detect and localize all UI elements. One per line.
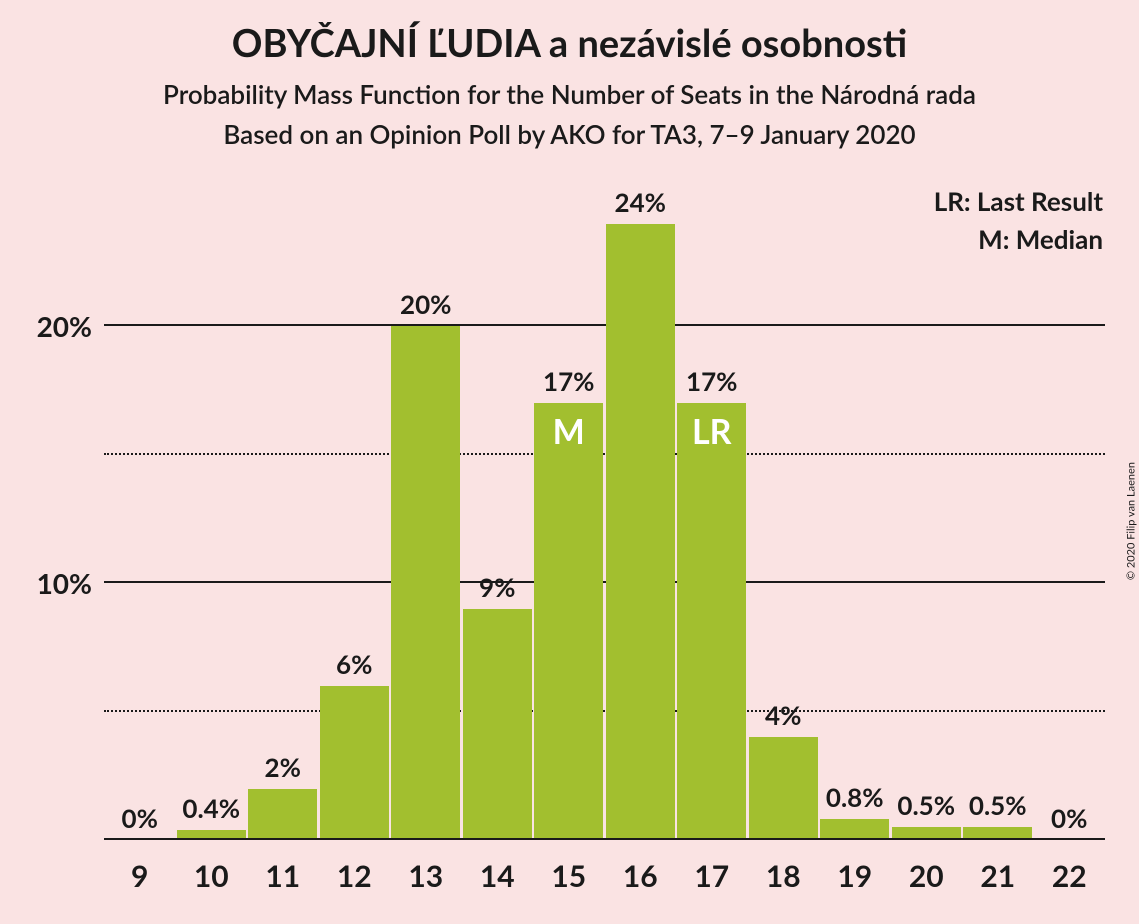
bar-value-label: 0% bbox=[1051, 802, 1087, 834]
x-tick-label: 17 bbox=[676, 840, 748, 924]
bar-value-label: 20% bbox=[400, 288, 451, 320]
bar-slot: 2% bbox=[247, 185, 319, 840]
bar-slot: 0.4% bbox=[176, 185, 248, 840]
bar-slot: 0.5% bbox=[891, 185, 963, 840]
bar-slot: 24% bbox=[605, 185, 677, 840]
x-tick-label: 18 bbox=[748, 840, 820, 924]
bar-slot: 20% bbox=[390, 185, 462, 840]
main-title: OBYČAJNÍ ĽUDIA a nezávislé osobnosti bbox=[0, 20, 1139, 66]
x-tick-label: 14 bbox=[462, 840, 534, 924]
bar-slot: 17% M bbox=[533, 185, 605, 840]
bar: 17%LR bbox=[677, 403, 746, 840]
x-tick-label: 9 bbox=[104, 840, 176, 924]
y-tick-label: 20% bbox=[37, 309, 92, 343]
copyright-text: © 2020 Filip van Laenen bbox=[1125, 462, 1138, 580]
bar-value-label: 0.5% bbox=[897, 789, 955, 821]
bar: 24% bbox=[606, 224, 675, 840]
x-tick-label: 21 bbox=[962, 840, 1034, 924]
x-tick-label: 10 bbox=[176, 840, 248, 924]
bar-slot: 9% bbox=[462, 185, 534, 840]
y-tick-label: 10% bbox=[37, 566, 92, 600]
bars-group: 0%0.4%2%6%20%9%17%M24%17%LR4%0.8%0.5%0.5… bbox=[104, 185, 1105, 840]
x-tick-label: 13 bbox=[390, 840, 462, 924]
bar-marker: M bbox=[553, 411, 585, 452]
x-tick-label: 20 bbox=[891, 840, 963, 924]
bar-slot: 0% bbox=[104, 185, 176, 840]
x-tick-label: 22 bbox=[1034, 840, 1106, 924]
bar-value-label: 0.4% bbox=[182, 792, 240, 824]
bar-value-label: 6% bbox=[336, 648, 372, 680]
x-axis-labels: 910111213141516171819202122 bbox=[104, 840, 1105, 924]
x-tick-label: 15 bbox=[533, 840, 605, 924]
bar: 9% bbox=[463, 609, 532, 840]
bar-value-label: 17% bbox=[543, 365, 594, 397]
bar-slot: 0% bbox=[1034, 185, 1106, 840]
bar-value-label: 0% bbox=[122, 802, 158, 834]
x-tick-label: 11 bbox=[247, 840, 319, 924]
bar: 0.8% bbox=[820, 819, 889, 840]
bar-value-label: 4% bbox=[765, 699, 801, 731]
bar-slot: 0.8% bbox=[819, 185, 891, 840]
bar-value-label: 9% bbox=[479, 571, 515, 603]
x-tick-label: 12 bbox=[319, 840, 391, 924]
bar-slot: 17% LR bbox=[676, 185, 748, 840]
bar: 17%M bbox=[534, 403, 603, 840]
subtitle-1: Probability Mass Function for the Number… bbox=[0, 78, 1139, 110]
bar: 6% bbox=[320, 686, 389, 840]
bar-value-label: 17% bbox=[686, 365, 737, 397]
bar-value-label: 2% bbox=[265, 751, 301, 783]
plot-area: 10%20% 0%0.4%2%6%20%9%17%M24%17%LR4%0.8%… bbox=[104, 185, 1105, 840]
subtitle-2: Based on an Opinion Poll by AKO for TA3,… bbox=[0, 118, 1139, 150]
bar: 20% bbox=[391, 326, 460, 840]
bar-value-label: 0.8% bbox=[826, 781, 884, 813]
bar-value-label: 24% bbox=[615, 186, 666, 218]
chart-titles: OBYČAJNÍ ĽUDIA a nezávislé osobnosti Pro… bbox=[0, 20, 1139, 150]
x-tick-label: 19 bbox=[819, 840, 891, 924]
bar-slot: 6% bbox=[319, 185, 391, 840]
x-tick-label: 16 bbox=[605, 840, 677, 924]
bar-marker: LR bbox=[692, 411, 732, 452]
bar-slot: 0.5% bbox=[962, 185, 1034, 840]
bar-slot: 4% bbox=[748, 185, 820, 840]
chart-container: © 2020 Filip van Laenen OBYČAJNÍ ĽUDIA a… bbox=[0, 0, 1139, 924]
bar: 2% bbox=[248, 789, 317, 840]
bar-value-label: 0.5% bbox=[969, 789, 1027, 821]
bar: 4% bbox=[749, 737, 818, 840]
